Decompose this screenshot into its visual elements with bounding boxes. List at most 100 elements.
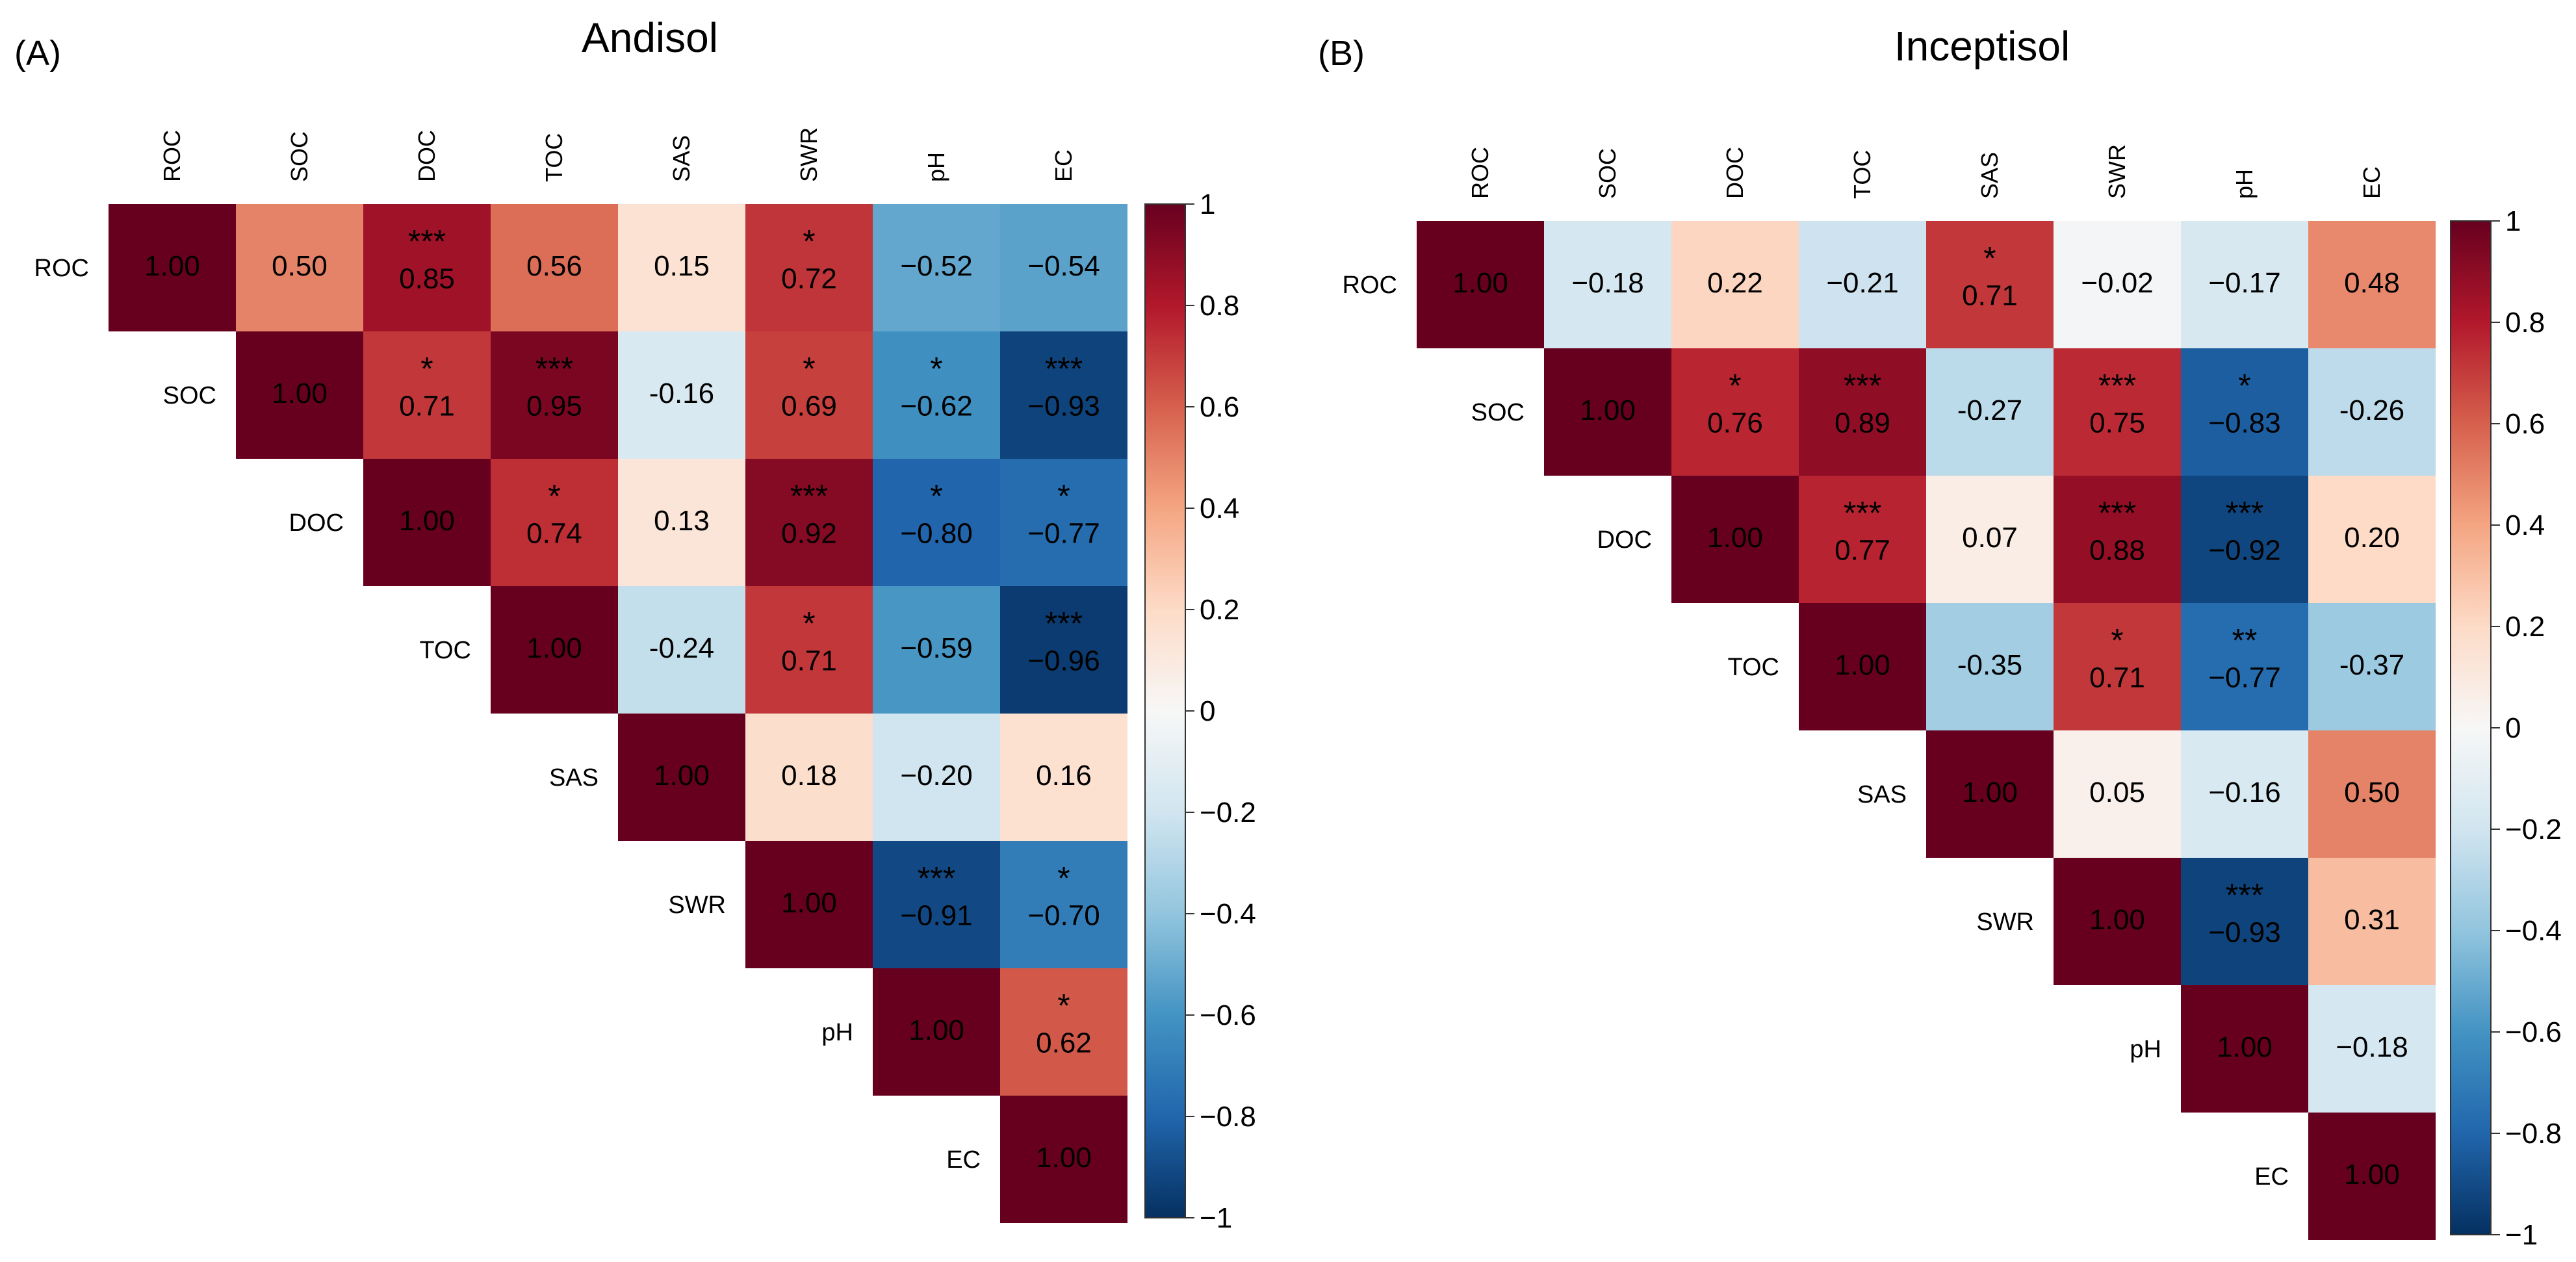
heatmap-cell-inceptisol-roc-roc bbox=[1417, 221, 1544, 348]
significance-mark-andisol-roc-doc: *** bbox=[408, 223, 446, 259]
cell-value-andisol-soc-ph: −0.62 bbox=[900, 390, 972, 422]
heatmap-cell-inceptisol-soc-ec bbox=[2308, 348, 2436, 476]
col-label-andisol-toc: TOC bbox=[541, 133, 567, 182]
significance-mark-andisol-doc-toc: * bbox=[548, 478, 560, 514]
colorbar-tick-label-inceptisol-8: −0.6 bbox=[2505, 1016, 2562, 1048]
colorbar-tick-label-inceptisol-5: 0 bbox=[2505, 712, 2521, 744]
heatmap-cell-inceptisol-soc-sas bbox=[1926, 348, 2054, 476]
heatmap-cell-inceptisol-ec-ec bbox=[2308, 1113, 2436, 1240]
row-label-inceptisol-toc: TOC bbox=[1727, 654, 1779, 681]
col-label-inceptisol-sas: SAS bbox=[1976, 152, 2003, 199]
cell-value-andisol-doc-swr: 0.92 bbox=[781, 517, 837, 549]
cell-value-andisol-sas-ph: −0.20 bbox=[900, 760, 972, 792]
cell-value-andisol-swr-ec: −0.70 bbox=[1027, 899, 1100, 931]
heatmap-cell-inceptisol-soc-soc bbox=[1544, 348, 1671, 476]
cell-value-inceptisol-swr-ec: 0.31 bbox=[2344, 904, 2400, 936]
significance-mark-andisol-doc-ec: * bbox=[1057, 478, 1070, 514]
colorbar-tick-label-andisol-2: 0.6 bbox=[1200, 391, 1239, 423]
cell-value-inceptisol-roc-roc: 1.00 bbox=[1452, 267, 1508, 299]
cell-value-andisol-sas-ec: 0.16 bbox=[1036, 760, 1092, 792]
heatmap-cell-inceptisol-toc-toc bbox=[1799, 603, 1926, 730]
colorbar-tick-label-andisol-10: −1 bbox=[1200, 1202, 1232, 1234]
cell-value-andisol-doc-ec: −0.77 bbox=[1027, 517, 1100, 549]
colorbar-inceptisol bbox=[2450, 220, 2492, 1235]
heatmap-cell-andisol-sas-ph bbox=[873, 714, 1000, 841]
significance-mark-andisol-swr-ec: * bbox=[1057, 860, 1070, 896]
cell-value-inceptisol-doc-swr: 0.88 bbox=[2089, 534, 2145, 566]
cell-value-inceptisol-sas-sas: 1.00 bbox=[1962, 777, 2018, 808]
cell-value-inceptisol-doc-ph: −0.92 bbox=[2208, 534, 2280, 566]
significance-mark-inceptisol-swr-ph: *** bbox=[2226, 877, 2263, 913]
heatmap-cell-inceptisol-doc-sas bbox=[1926, 476, 2054, 603]
heatmap-cell-andisol-roc-swr bbox=[745, 204, 873, 331]
cell-value-andisol-roc-toc: 0.56 bbox=[526, 250, 582, 282]
cell-value-andisol-sas-swr: 0.18 bbox=[781, 760, 837, 792]
heatmap-cell-andisol-roc-roc bbox=[109, 204, 236, 331]
heatmap-cell-inceptisol-swr-ec bbox=[2308, 858, 2436, 985]
cell-value-andisol-doc-toc: 0.74 bbox=[526, 517, 582, 549]
cell-value-inceptisol-toc-swr: 0.71 bbox=[2089, 662, 2145, 693]
cell-value-andisol-sas-sas: 1.00 bbox=[654, 760, 710, 792]
heatmap-cell-andisol-doc-swr bbox=[745, 459, 873, 586]
colorbar-tick-label-inceptisol-7: −0.4 bbox=[2505, 915, 2562, 947]
heatmap-cell-andisol-soc-toc bbox=[491, 331, 618, 459]
cell-value-andisol-roc-sas: 0.15 bbox=[654, 250, 710, 282]
cell-value-andisol-ph-ec: 0.62 bbox=[1036, 1027, 1092, 1059]
significance-mark-inceptisol-doc-swr: *** bbox=[2098, 495, 2136, 531]
cell-value-andisol-toc-toc: 1.00 bbox=[526, 632, 582, 664]
cell-value-andisol-roc-soc: 0.50 bbox=[272, 250, 328, 282]
heatmap-cell-inceptisol-doc-ec bbox=[2308, 476, 2436, 603]
heatmap-cell-andisol-ph-ec bbox=[1000, 968, 1127, 1096]
heatmap-cell-inceptisol-doc-ph bbox=[2181, 476, 2308, 603]
cell-value-inceptisol-roc-toc: −0.21 bbox=[1826, 267, 1898, 299]
heatmap-cell-inceptisol-doc-swr bbox=[2054, 476, 2181, 603]
cell-value-inceptisol-soc-sas: -0.27 bbox=[1957, 394, 2022, 426]
panel-label-andisol: (A) bbox=[14, 34, 61, 73]
cell-value-inceptisol-soc-toc: 0.89 bbox=[1835, 407, 1890, 439]
col-label-andisol-soc: SOC bbox=[286, 131, 313, 182]
heatmap-cell-inceptisol-roc-swr bbox=[2054, 221, 2181, 348]
significance-mark-andisol-soc-toc: *** bbox=[535, 350, 573, 387]
cell-value-andisol-roc-ec: −0.54 bbox=[1027, 250, 1100, 282]
heatmap-cell-inceptisol-roc-sas bbox=[1926, 221, 2054, 348]
heatmap-cell-andisol-swr-swr bbox=[745, 841, 873, 968]
cell-value-inceptisol-soc-ec: -0.26 bbox=[2339, 394, 2404, 426]
col-label-inceptisol-swr: SWR bbox=[2104, 144, 2130, 199]
heatmap-cell-inceptisol-roc-doc bbox=[1671, 221, 1799, 348]
significance-mark-inceptisol-toc-ph: ** bbox=[2232, 622, 2258, 658]
heatmap-cell-andisol-sas-swr bbox=[745, 714, 873, 841]
cell-value-inceptisol-toc-ph: −0.77 bbox=[2208, 662, 2280, 693]
significance-mark-andisol-soc-ec: *** bbox=[1045, 350, 1083, 387]
colorbar-andisol bbox=[1144, 203, 1186, 1218]
cell-value-andisol-toc-swr: 0.71 bbox=[781, 645, 837, 676]
row-label-andisol-ec: EC bbox=[946, 1146, 981, 1174]
heatmap-cell-andisol-soc-sas bbox=[618, 331, 745, 459]
heatmap-cell-inceptisol-ph-ph bbox=[2181, 985, 2308, 1113]
colorbar-tick-label-inceptisol-4: 0.2 bbox=[2505, 611, 2545, 643]
cell-value-inceptisol-swr-ph: −0.93 bbox=[2208, 916, 2280, 948]
significance-mark-andisol-toc-swr: * bbox=[803, 605, 815, 641]
heatmap-cell-inceptisol-sas-ph bbox=[2181, 730, 2308, 858]
cell-value-inceptisol-soc-doc: 0.76 bbox=[1707, 407, 1763, 439]
cell-value-andisol-swr-swr: 1.00 bbox=[781, 887, 837, 919]
colorbar-tick-label-andisol-6: −0.2 bbox=[1200, 797, 1256, 829]
cell-value-andisol-roc-doc: 0.85 bbox=[399, 263, 455, 294]
row-label-andisol-doc: DOC bbox=[289, 509, 344, 537]
row-label-andisol-soc: SOC bbox=[163, 382, 216, 409]
heatmap-cell-andisol-sas-sas bbox=[618, 714, 745, 841]
significance-mark-inceptisol-soc-toc: *** bbox=[1844, 367, 1881, 404]
heatmap-cell-andisol-soc-swr bbox=[745, 331, 873, 459]
cell-value-inceptisol-toc-toc: 1.00 bbox=[1835, 649, 1890, 681]
panel-andisol: (A) Andisol ROC SOC DOC TOC SAS SWR pH EC ROC SOC DO… bbox=[14, 14, 1256, 1234]
significance-mark-andisol-roc-swr: * bbox=[803, 223, 815, 259]
heatmap-cell-andisol-doc-doc bbox=[363, 459, 491, 586]
heatmap-cell-andisol-roc-ph bbox=[873, 204, 1000, 331]
heatmap-cell-andisol-roc-soc bbox=[236, 204, 363, 331]
heatmap-cell-andisol-swr-ec bbox=[1000, 841, 1127, 968]
cell-value-inceptisol-ph-ec: −0.18 bbox=[2336, 1031, 2408, 1063]
heatmap-cell-andisol-toc-toc bbox=[491, 586, 618, 714]
colorbar-tick-label-andisol-8: −0.6 bbox=[1200, 999, 1256, 1031]
cell-value-inceptisol-roc-doc: 0.22 bbox=[1707, 267, 1763, 299]
heatmap-cell-inceptisol-toc-ec bbox=[2308, 603, 2436, 730]
